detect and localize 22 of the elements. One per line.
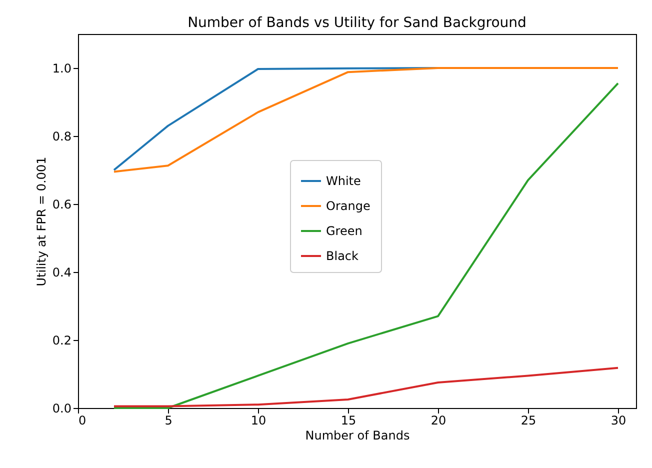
x-axis-title: Number of Bands — [305, 428, 410, 442]
y-tick-label: 0.8 — [52, 130, 72, 144]
y-tick-label: 0.6 — [52, 198, 72, 212]
legend-label: Green — [326, 224, 362, 238]
line-series — [113, 82, 619, 409]
x-tick-label: 10 — [250, 414, 266, 428]
x-tick-label: 15 — [340, 414, 356, 428]
y-tick-label: 0.0 — [52, 402, 72, 416]
x-tick-label: 0 — [78, 414, 86, 428]
chart-title: Number of Bands vs Utility for Sand Background — [188, 15, 526, 31]
x-tick-label: 30 — [610, 414, 626, 428]
y-tick-label: 0.4 — [52, 266, 72, 280]
y-tick-label: 0.2 — [52, 334, 72, 348]
y-tick-label: 1.0 — [52, 62, 72, 76]
line-series — [113, 366, 619, 408]
y-axis-title: Utility at FPR = 0.001 — [34, 156, 48, 286]
legend-label: Orange — [326, 199, 370, 213]
x-tick-label: 20 — [430, 414, 446, 428]
x-tick-label: 5 — [164, 414, 172, 428]
legend-label: Black — [326, 249, 359, 263]
x-tick-label: 25 — [520, 414, 536, 428]
legend-label: White — [326, 174, 361, 188]
